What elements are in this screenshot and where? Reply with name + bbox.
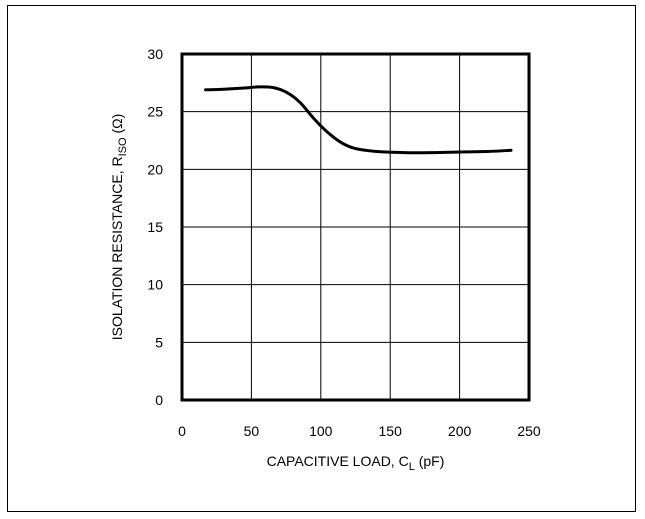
x-tick-label-3: 150 [379, 423, 403, 439]
x-tick-labels: 0 50 100 150 200 250 [178, 423, 541, 439]
y-tick-label-2: 10 [147, 277, 163, 293]
y-tick-label-4: 20 [147, 161, 163, 177]
series-layer [204, 85, 513, 155]
x-axis-label: CAPACITIVE LOAD, CL (pF) [267, 453, 445, 473]
y-tick-label-6: 30 [147, 46, 163, 62]
x-tick-label-0: 0 [178, 423, 186, 439]
x-tick-label-2: 100 [309, 423, 333, 439]
y-tick-labels: 0 5 10 15 20 25 30 [147, 46, 163, 408]
y-tick-label-3: 15 [147, 219, 163, 235]
y-tick-label-5: 25 [147, 104, 163, 120]
figure-frame [7, 5, 636, 512]
y-axis-label: ISOLATION RESISTANCE, RISO (Ω) [109, 114, 129, 341]
grid [181, 53, 530, 401]
x-tick-label-1: 50 [244, 423, 260, 439]
plot-area-border [180, 52, 531, 402]
y-tick-label-1: 5 [155, 334, 163, 350]
series-line-0 [204, 85, 513, 155]
x-tick-label-5: 250 [517, 423, 541, 439]
y-tick-label-0: 0 [155, 392, 163, 408]
x-tick-label-4: 200 [448, 423, 472, 439]
